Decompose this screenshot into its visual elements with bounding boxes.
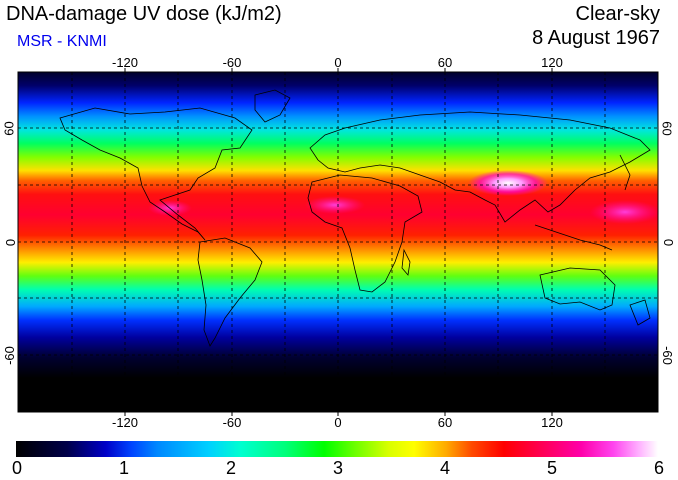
uv-hotspot-tibet (468, 170, 548, 196)
lon-label-bottom: -60 (222, 415, 242, 430)
map-title: DNA-damage UV dose (kJ/m2) (6, 3, 282, 25)
lat-label-right: -60 (659, 346, 675, 365)
lon-label-top: -120 (111, 55, 139, 70)
lat-label-left: 60 (1, 121, 17, 136)
sky-condition-label: Clear-sky (575, 3, 660, 25)
colorbar-label: 3 (332, 458, 344, 478)
date-label: 8 August 1967 (532, 27, 660, 49)
uv-hotspot-sahara (305, 196, 365, 214)
lon-label-bottom: 60 (437, 415, 453, 430)
lon-label-top: 120 (541, 55, 563, 70)
colorbar-label: 2 (225, 458, 237, 478)
lon-label-bottom: 120 (541, 415, 563, 430)
colorbar-label: 0 (11, 458, 23, 478)
colorbar-label: 4 (439, 458, 451, 478)
lon-label-top: 60 (437, 55, 453, 70)
lon-label-bottom: 0 (334, 415, 342, 430)
colorbar-label: 1 (118, 458, 130, 478)
lon-label-bottom: -120 (111, 415, 139, 430)
uv-hotspot-pacific (590, 200, 660, 224)
lon-label-top: -60 (222, 55, 242, 70)
graticule (18, 72, 658, 412)
coastlines (59, 89, 651, 347)
lon-label-top: 0 (334, 55, 342, 70)
colorbar (16, 441, 658, 457)
colorbar-label: 6 (653, 458, 665, 478)
frame-ticks (124, 68, 553, 416)
source-label: MSR - KNMI (17, 33, 107, 50)
lat-label-right: 60 (659, 121, 675, 136)
colorbar-label: 5 (546, 458, 558, 478)
lat-label-left: -60 (1, 346, 17, 365)
lat-label-right: 0 (661, 238, 677, 247)
lat-label-left: 0 (3, 238, 19, 247)
